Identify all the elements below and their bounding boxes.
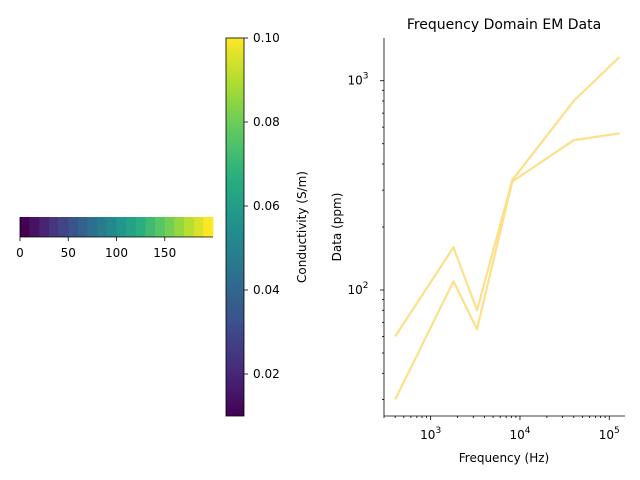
colorbar-tick-label: 0.08	[253, 115, 280, 129]
colorbar-tick-label: 0.02	[253, 367, 280, 381]
strip-cell	[203, 217, 214, 237]
x-axis-label: Frequency (Hz)	[459, 451, 550, 465]
colorbar-tick-label: 0.06	[253, 199, 280, 213]
strip-cell	[39, 217, 50, 237]
data-series-1	[394, 56, 621, 338]
strip-cell	[48, 217, 59, 237]
colorbar-tick-label: 0.10	[253, 31, 280, 45]
strip-cell	[184, 217, 194, 237]
strip-cell	[58, 217, 69, 237]
strip-tick-label: 150	[153, 246, 176, 260]
strip-x-axis: 0 50 100 150	[16, 237, 176, 260]
strip-cell	[20, 217, 30, 237]
strip-cell	[87, 217, 98, 237]
y-tick-label: 102	[347, 281, 368, 297]
strip-cell	[97, 217, 108, 237]
y-axis-label: Data (ppm)	[330, 193, 344, 262]
plot-series	[394, 56, 621, 400]
colorbar	[225, 37, 245, 417]
strip-cell	[77, 217, 88, 237]
strip-tick-label: 50	[61, 246, 76, 260]
colorbar-tick-label: 0.04	[253, 283, 280, 297]
strip-cell	[145, 217, 156, 237]
strip-tick-label: 100	[105, 246, 128, 260]
strip-cell	[126, 217, 137, 237]
x-tick-label: 103	[420, 426, 441, 442]
strip-cell	[116, 217, 127, 237]
strip-cell	[155, 217, 166, 237]
strip-cell	[135, 217, 146, 237]
y-tick-label: 103	[347, 72, 368, 88]
strip-cell	[193, 217, 204, 237]
strip-cell	[106, 217, 117, 237]
x-tick-label: 104	[509, 426, 530, 442]
strip-cell	[164, 217, 175, 237]
strip-cell	[68, 217, 79, 237]
colorbar-label: Conductivity (S/m)	[295, 171, 309, 283]
chart-title: Frequency Domain EM Data	[407, 17, 601, 33]
x-tick-label: 105	[599, 426, 620, 442]
plot-axes: 103 104 105 102 103	[347, 72, 619, 442]
colorbar-axis: 0.02 0.04 0.06 0.08 0.10	[244, 31, 280, 381]
strip-cell	[29, 217, 40, 237]
conductivity-strip	[20, 217, 214, 237]
data-series-2	[394, 132, 620, 400]
strip-tick-label: 0	[16, 246, 24, 260]
strip-cell	[174, 217, 185, 237]
